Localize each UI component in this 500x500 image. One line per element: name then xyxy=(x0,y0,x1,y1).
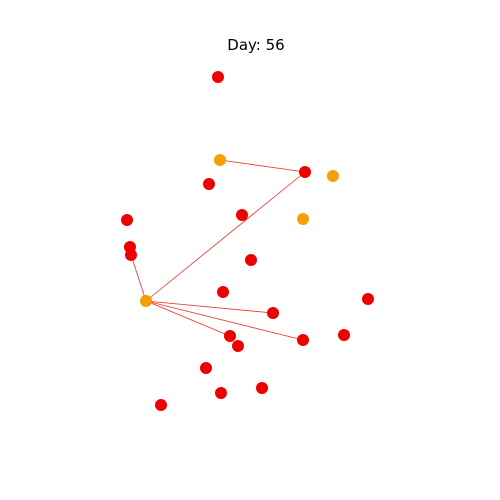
edge-n3-n12 xyxy=(146,172,305,301)
node-n15-infected xyxy=(267,307,279,319)
node-n21-infected xyxy=(215,387,227,399)
node-n18-infected xyxy=(224,330,236,342)
node-n3-infected xyxy=(299,166,311,178)
node-n2-exposed xyxy=(214,154,226,166)
node-n17-infected xyxy=(338,329,350,341)
node-n13-infected xyxy=(217,286,229,298)
node-n7-exposed xyxy=(297,213,309,225)
node-n8-infected xyxy=(121,214,133,226)
edge-n12-n15 xyxy=(146,301,273,313)
node-n14-infected xyxy=(362,293,374,305)
node-n16-infected xyxy=(297,334,309,346)
edge-n2-n3 xyxy=(220,160,305,172)
node-n11-infected xyxy=(245,254,257,266)
node-n23-infected xyxy=(155,399,167,411)
node-n5-infected xyxy=(203,178,215,190)
node-n12-exposed xyxy=(140,295,152,307)
node-n1-infected xyxy=(212,71,224,83)
edge-n10-n12 xyxy=(131,255,146,301)
node-n20-infected xyxy=(200,362,212,374)
node-n22-infected xyxy=(256,382,268,394)
node-n10-infected xyxy=(125,249,137,261)
node-n6-infected xyxy=(236,209,248,221)
node-layer xyxy=(121,71,374,411)
node-n4-exposed xyxy=(327,170,339,182)
node-n19-infected xyxy=(232,340,244,352)
